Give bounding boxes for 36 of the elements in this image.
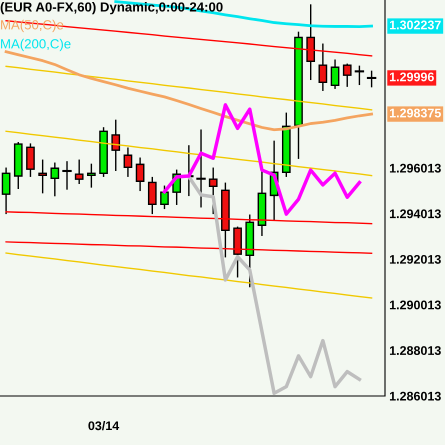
candlestick [2, 168, 10, 214]
candlestick [62, 161, 72, 190]
candlestick [318, 44, 328, 91]
y-tick-label: 1.292013 [390, 254, 441, 264]
candlestick [87, 164, 96, 188]
candlestick [50, 162, 60, 196]
text: 1.29996 [390, 72, 434, 82]
line-series [5, 211, 372, 224]
y-tick-label: 1.286013 [390, 392, 441, 401]
candlestick [306, 4, 316, 80]
line-series [5, 241, 372, 254]
line-series [187, 174, 362, 395]
candlestick [196, 129, 206, 208]
line-series [5, 130, 372, 176]
candlestick [354, 66, 364, 86]
candlestick [342, 64, 352, 87]
y-tick-label: 1.296013 [390, 164, 441, 173]
data-label: 1.298375 [390, 108, 441, 118]
candlestick [366, 70, 376, 88]
line-series [4, 50, 373, 132]
x-tick-label: 03/14 [88, 421, 120, 430]
candlestick [38, 160, 47, 194]
y-tick-label: 1.294013 [390, 209, 441, 218]
candlestick [26, 143, 35, 177]
candlestick [74, 160, 84, 184]
data-label: 1.302237 [390, 20, 441, 30]
line-series [5, 252, 372, 299]
candlestick [330, 59, 340, 89]
candlestick [136, 158, 144, 192]
candlestick [111, 120, 120, 171]
line-series [5, 66, 372, 111]
y-tick-label: 1.290013 [390, 300, 441, 310]
y-tick-label: 1.288013 [390, 346, 441, 356]
candlestick [148, 176, 157, 214]
text: MA(200,C)e [1, 38, 71, 52]
candlestick [124, 147, 132, 177]
